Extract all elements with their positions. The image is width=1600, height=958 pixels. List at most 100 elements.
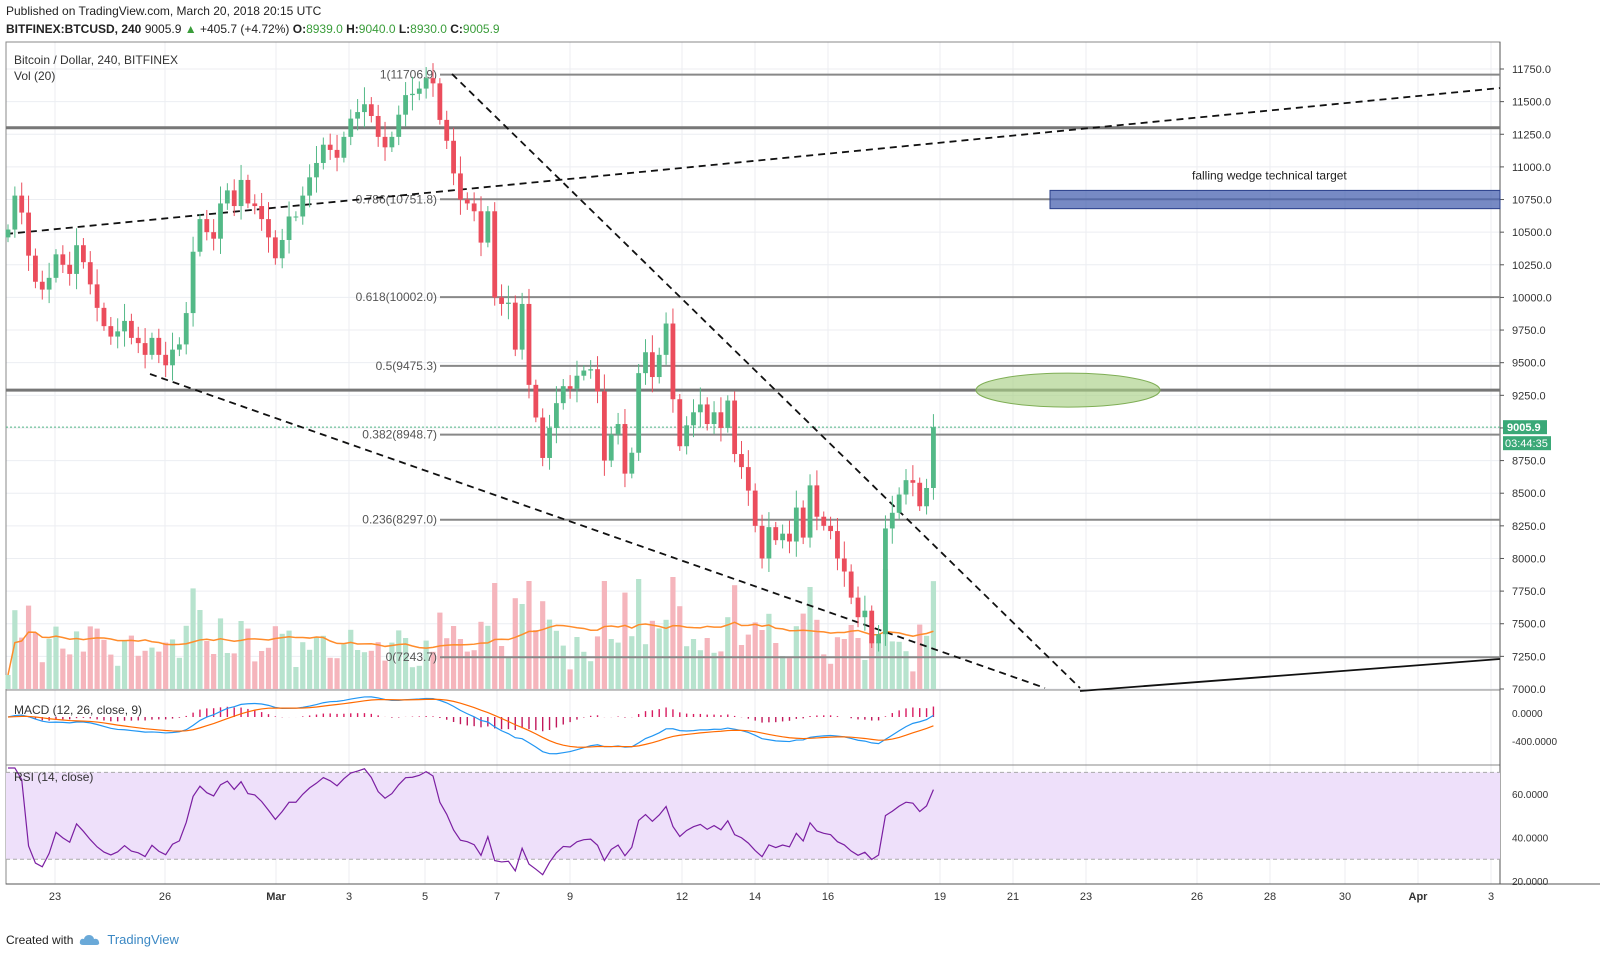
macd-axis-label: 0.0000	[1512, 709, 1543, 720]
volume-bar	[259, 651, 265, 689]
candle-body	[33, 255, 38, 282]
volume-bar	[204, 641, 210, 689]
candle-body	[259, 206, 265, 220]
candle-body	[252, 203, 258, 207]
volume-bar	[300, 642, 306, 689]
candle-body	[615, 424, 621, 435]
price-tick-label: 10250.0	[1512, 260, 1552, 272]
candle-body	[533, 384, 539, 418]
volume-bar	[183, 625, 189, 689]
close-label: C:	[450, 22, 463, 36]
volume-bar	[670, 577, 676, 689]
price-tick-label: 9500.0	[1512, 358, 1546, 370]
volume-bar	[224, 653, 230, 689]
price-tick-label: 8750.0	[1512, 456, 1546, 468]
volume-bar	[231, 653, 237, 689]
last-price: 9005.9	[144, 22, 182, 36]
candle-body	[793, 507, 799, 542]
candle-body	[924, 487, 929, 507]
candle-body	[81, 245, 86, 263]
fib-label: 0.382(8948.7)	[362, 428, 437, 442]
candle-body	[389, 136, 395, 148]
candle-body	[601, 391, 607, 461]
candle-body	[519, 303, 525, 350]
high-value: 9040.0	[358, 22, 396, 36]
candle-body	[512, 302, 518, 350]
volume-bar	[498, 646, 505, 689]
candle-body	[807, 485, 813, 538]
candle-body	[883, 528, 888, 635]
candle-body	[218, 203, 223, 239]
candle-body	[163, 354, 169, 366]
volume-bar	[560, 645, 566, 689]
candle-body	[135, 337, 141, 344]
volume-bar	[588, 661, 594, 689]
volume-bar	[718, 651, 724, 689]
candle-body	[766, 527, 772, 559]
volume-bar	[169, 639, 176, 689]
candle-body	[115, 331, 121, 337]
price-tick-label: 8250.0	[1512, 521, 1546, 533]
candle-body	[704, 404, 710, 425]
candle-body	[931, 427, 936, 488]
candles	[5, 63, 936, 652]
candle-body	[855, 597, 861, 618]
candle-body	[547, 427, 552, 458]
volume-bar	[101, 639, 107, 689]
volume-bar	[156, 651, 162, 689]
volume-bar	[402, 638, 409, 689]
candle-body	[286, 216, 292, 240]
candle-body	[917, 482, 923, 507]
price-tick-label: 8500.0	[1512, 488, 1546, 500]
volume-bar	[594, 636, 601, 689]
time-tick-label: 23	[1080, 891, 1092, 903]
volume-bar	[94, 628, 100, 689]
macd-title: MACD (12, 26, close, 9)	[14, 703, 142, 717]
candle-body	[471, 203, 477, 212]
volume-bar	[574, 637, 580, 689]
candle-body	[684, 425, 690, 447]
high-label: H:	[346, 22, 359, 36]
wedge-upper-line	[451, 73, 1081, 689]
volume-bar	[252, 661, 258, 689]
candle-body	[224, 190, 230, 204]
resistance-ellipse[interactable]	[975, 372, 1161, 408]
candle-body	[238, 179, 244, 207]
volume-bar	[67, 654, 73, 689]
candle-body	[499, 297, 504, 304]
candle-body	[663, 323, 669, 355]
price-tick-label: 11750.0	[1512, 64, 1551, 76]
candle-body	[910, 480, 916, 483]
chart-canvas[interactable]: 1(11706.9) 0.786(10751.8) 0.618(10002.0) 0.…	[0, 38, 1600, 958]
candle-body	[739, 454, 744, 468]
candle-body	[876, 634, 881, 644]
candle-body	[60, 254, 66, 265]
published-line: Published on TradingView.com, March 20, …	[6, 4, 322, 18]
volume-bar	[348, 629, 354, 689]
volume-bar	[32, 633, 39, 689]
volume-bar	[814, 619, 820, 689]
rsi-axis-label: 40.0000	[1512, 834, 1549, 845]
candle-body	[355, 112, 361, 119]
open-value: 8939.0	[306, 22, 343, 36]
volume-bar	[834, 637, 841, 689]
candle-body	[848, 571, 854, 598]
volume-bar	[526, 581, 532, 689]
candle-body	[423, 78, 429, 89]
volume-bar	[821, 654, 827, 689]
candle-body	[444, 119, 450, 141]
candle-body	[458, 173, 463, 200]
volume-bar	[73, 631, 80, 689]
target-zone-box[interactable]	[1049, 189, 1501, 210]
candle-body	[108, 326, 114, 337]
candle-body	[142, 343, 148, 355]
volume-ma-line	[7, 621, 934, 676]
volume-bar	[163, 642, 169, 689]
time-tick-label: Apr	[1409, 891, 1429, 903]
candle-body	[869, 610, 875, 644]
rsi-axis-label: 60.0000	[1512, 790, 1549, 801]
wedge-lower-line	[149, 373, 1046, 689]
volume-bar	[478, 621, 484, 689]
candle-body	[334, 149, 340, 158]
fib-levels: 1(11706.9) 0.786(10751.8) 0.618(10002.0) 0.…	[6, 68, 1500, 664]
